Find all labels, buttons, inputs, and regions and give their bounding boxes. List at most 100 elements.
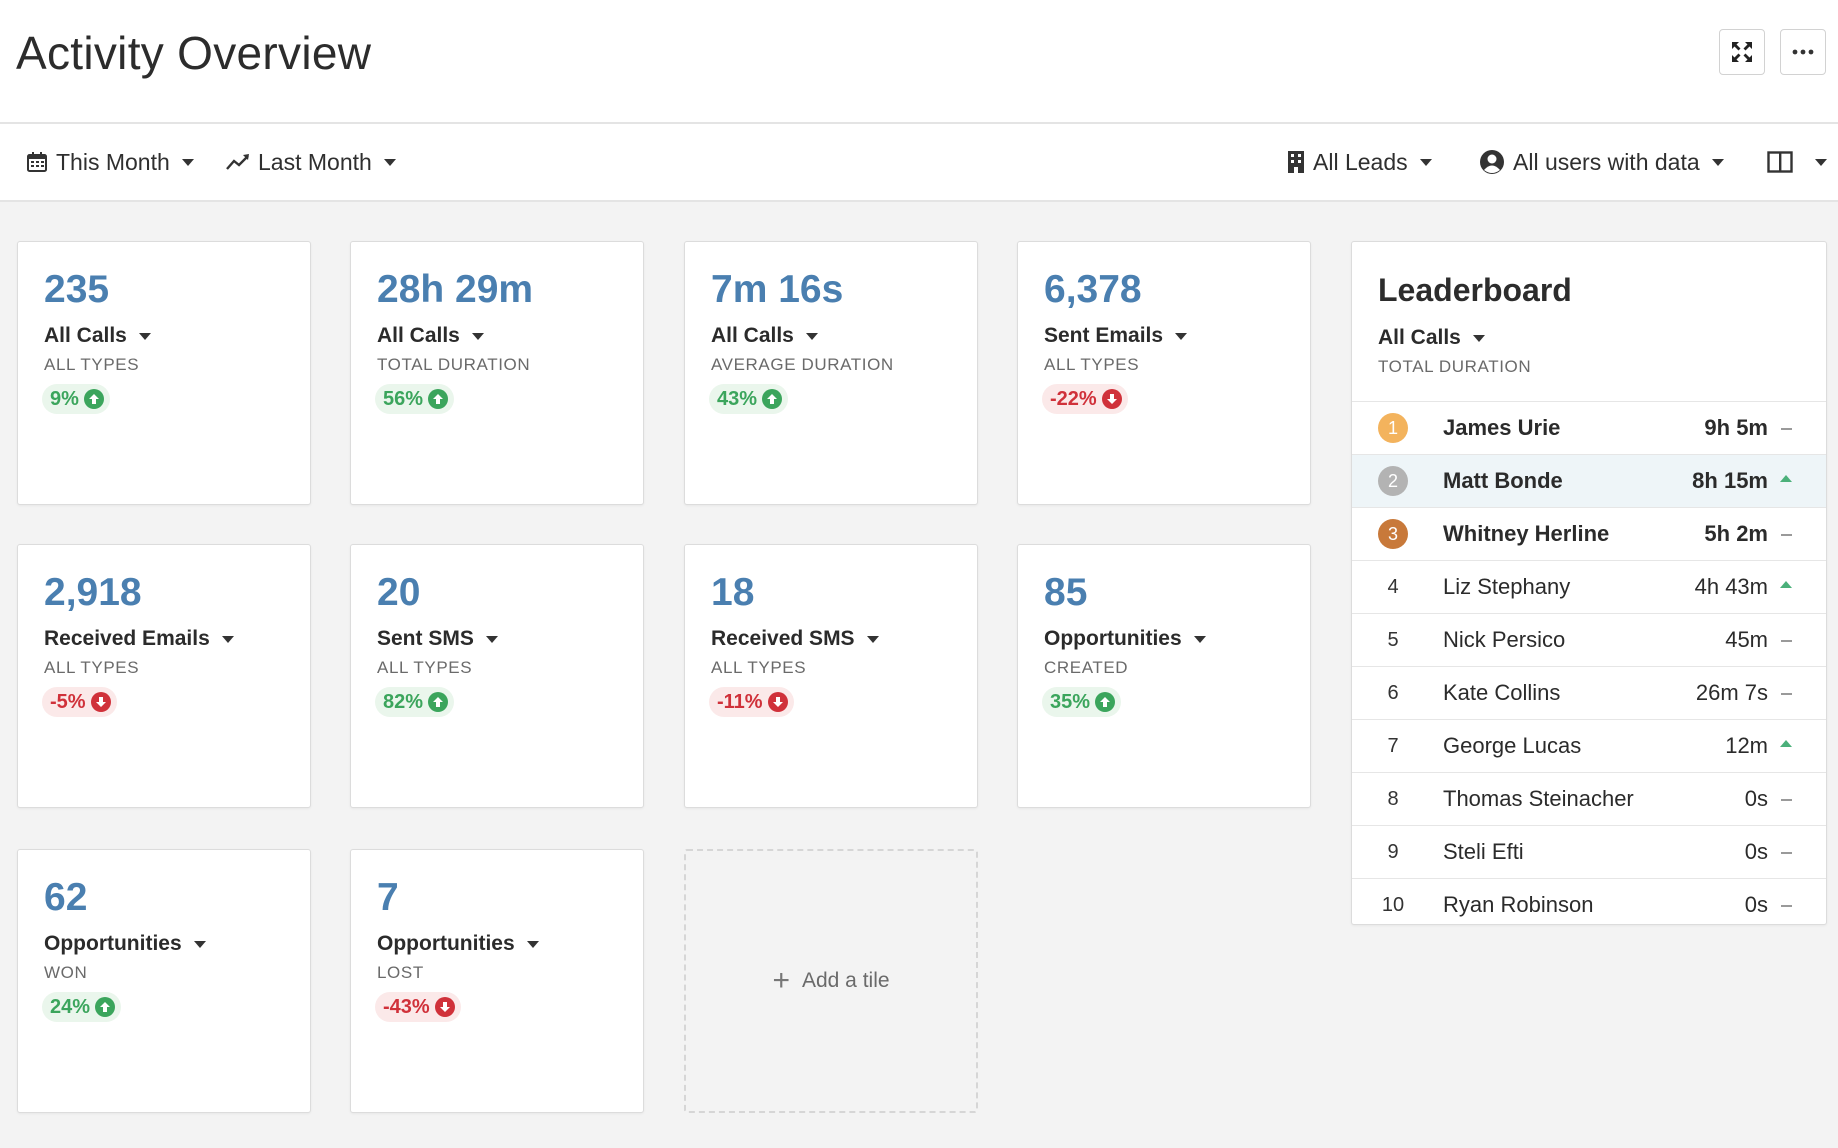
leaderboard-row[interactable]: 6 Kate Collins 26m 7s — [1352, 666, 1826, 719]
tile-metric-dropdown[interactable]: All Calls — [44, 324, 151, 348]
rank-medal-icon: 1 — [1378, 413, 1408, 443]
user-name: Whitney Herline — [1443, 521, 1610, 546]
tile-metric-dropdown[interactable]: All Calls — [711, 324, 818, 348]
change-badge: 56% — [375, 384, 455, 414]
user-value: 0s — [1744, 892, 1768, 917]
metric-tile[interactable]: 85 Opportunities CREATED 35% — [1017, 544, 1311, 808]
tile-value: 62 — [44, 876, 88, 919]
leads-filter[interactable]: All Leads — [1287, 124, 1432, 200]
tile-subtitle: AVERAGE DURATION — [711, 355, 894, 374]
tile-metric-label: Received Emails — [44, 627, 210, 650]
tile-value: 28h 29m — [377, 268, 534, 311]
leaderboard-row[interactable]: 4 Liz Stephany 4h 43m — [1352, 560, 1826, 613]
metric-tile[interactable]: 6,378 Sent Emails ALL TYPES -22% — [1017, 241, 1311, 505]
leaderboard-row[interactable]: 3 Whitney Herline 5h 2m — [1352, 507, 1826, 560]
users-filter-label: All users with data — [1513, 148, 1700, 175]
leaderboard-metric-dropdown[interactable]: All Calls — [1378, 326, 1485, 350]
layout-toggle[interactable] — [1767, 124, 1827, 200]
tile-subtitle: ALL TYPES — [711, 658, 807, 677]
trend-flat-icon — [1781, 693, 1792, 695]
leaderboard-row[interactable]: 10 Ryan Robinson 0s — [1352, 878, 1826, 931]
tile-value: 85 — [1044, 571, 1088, 614]
tile-metric-dropdown[interactable]: All Calls — [377, 324, 484, 348]
leaderboard-subtitle: TOTAL DURATION — [1378, 357, 1532, 376]
chevron-down-icon — [138, 332, 151, 340]
tile-subtitle: ALL TYPES — [44, 355, 140, 374]
tile-value: 20 — [377, 571, 421, 614]
metric-tile[interactable]: 2,918 Received Emails ALL TYPES -5% — [17, 544, 311, 808]
tile-metric-dropdown[interactable]: Sent Emails — [1044, 324, 1188, 348]
tile-metric-label: All Calls — [44, 324, 127, 347]
metric-tile[interactable]: 28h 29m All Calls TOTAL DURATION 56% — [350, 241, 644, 505]
tile-metric-label: Sent Emails — [1044, 324, 1164, 347]
user-value: 26m 7s — [1695, 680, 1768, 705]
tile-value: 235 — [44, 268, 110, 311]
arrow-up-icon — [428, 692, 449, 712]
tile-subtitle: ALL TYPES — [1044, 355, 1140, 374]
tile-metric-label: All Calls — [711, 324, 794, 347]
fullscreen-button[interactable] — [1719, 29, 1765, 75]
users-filter[interactable]: All users with data — [1479, 124, 1724, 200]
chevron-down-icon — [485, 635, 498, 643]
change-value: 56% — [383, 387, 424, 410]
more-options-button[interactable] — [1780, 29, 1826, 75]
tile-metric-label: Received SMS — [711, 627, 855, 650]
rank-number: 6 — [1387, 681, 1399, 704]
tile-metric-dropdown[interactable]: Sent SMS — [377, 627, 498, 651]
trend-flat-icon — [1781, 640, 1792, 642]
leads-filter-label: All Leads — [1313, 148, 1408, 175]
metric-tile[interactable]: 7m 16s All Calls AVERAGE DURATION 43% — [684, 241, 978, 505]
arrow-up-icon — [762, 389, 783, 409]
leaderboard-row[interactable]: 7 George Lucas 12m — [1352, 719, 1826, 772]
change-value: 43% — [717, 387, 758, 410]
tile-metric-dropdown[interactable]: Received SMS — [711, 627, 879, 651]
change-value: 9% — [50, 387, 79, 410]
change-value: -11% — [717, 690, 763, 713]
leaderboard-row[interactable]: 9 Steli Efti 0s — [1352, 825, 1826, 878]
change-badge: 24% — [42, 992, 122, 1022]
chevron-down-icon — [1711, 158, 1724, 166]
arrow-down-icon — [767, 692, 788, 712]
leaderboard-row[interactable]: 8 Thomas Steinacher 0s — [1352, 772, 1826, 825]
metric-tile[interactable]: 20 Sent SMS ALL TYPES 82% — [350, 544, 644, 808]
chevron-down-icon — [1472, 334, 1485, 342]
trend-flat-icon — [1781, 534, 1792, 536]
tile-value: 7 — [377, 876, 399, 919]
chevron-down-icon — [193, 940, 206, 948]
ellipsis-icon — [1792, 49, 1814, 55]
metric-tile[interactable]: 18 Received SMS ALL TYPES -11% — [684, 544, 978, 808]
user-value: 0s — [1744, 839, 1768, 864]
user-value: 45m — [1725, 627, 1768, 652]
leaderboard-row[interactable]: 5 Nick Persico 45m — [1352, 613, 1826, 666]
user-name: Liz Stephany — [1443, 574, 1571, 599]
change-value: 24% — [50, 995, 91, 1018]
period-filter[interactable]: This Month — [26, 124, 194, 200]
tile-metric-label: All Calls — [377, 324, 460, 347]
metric-tile[interactable]: 7 Opportunities LOST -43% — [350, 849, 644, 1113]
expand-icon — [1732, 42, 1752, 62]
tile-metric-dropdown[interactable]: Opportunities — [44, 932, 206, 956]
leaderboard-row[interactable]: 2 Matt Bonde 8h 15m — [1352, 454, 1826, 507]
change-value: -5% — [50, 690, 86, 713]
trend-line-icon — [226, 154, 249, 170]
rank-number: 5 — [1387, 628, 1399, 651]
tile-metric-dropdown[interactable]: Received Emails — [44, 627, 234, 651]
metric-tile[interactable]: 62 Opportunities WON 24% — [17, 849, 311, 1113]
compare-filter-label: Last Month — [258, 148, 372, 175]
leaderboard-row[interactable]: 1 James Urie 9h 5m — [1352, 401, 1826, 454]
leaderboard-list: 1 James Urie 9h 5m 2 Matt Bonde 8h 15m 3 Whitne… — [1352, 401, 1826, 931]
tile-metric-dropdown[interactable]: Opportunities — [377, 932, 539, 956]
metric-tile[interactable]: 235 All Calls ALL TYPES 9% — [17, 241, 311, 505]
user-name: Steli Efti — [1443, 839, 1524, 864]
trend-flat-icon — [1781, 428, 1792, 430]
rank-number: 10 — [1381, 893, 1405, 916]
chevron-down-icon — [526, 940, 539, 948]
tile-metric-dropdown[interactable]: Opportunities — [1044, 627, 1206, 651]
add-tile-button[interactable]: + Add a tile — [684, 849, 978, 1113]
compare-filter[interactable]: Last Month — [226, 124, 396, 200]
change-badge: 43% — [709, 384, 789, 414]
change-value: -22% — [1050, 387, 1097, 410]
arrow-down-icon — [90, 692, 111, 712]
filter-bar: This Month Last Month All Leads All user… — [0, 124, 1838, 202]
plus-icon: + — [772, 964, 790, 997]
